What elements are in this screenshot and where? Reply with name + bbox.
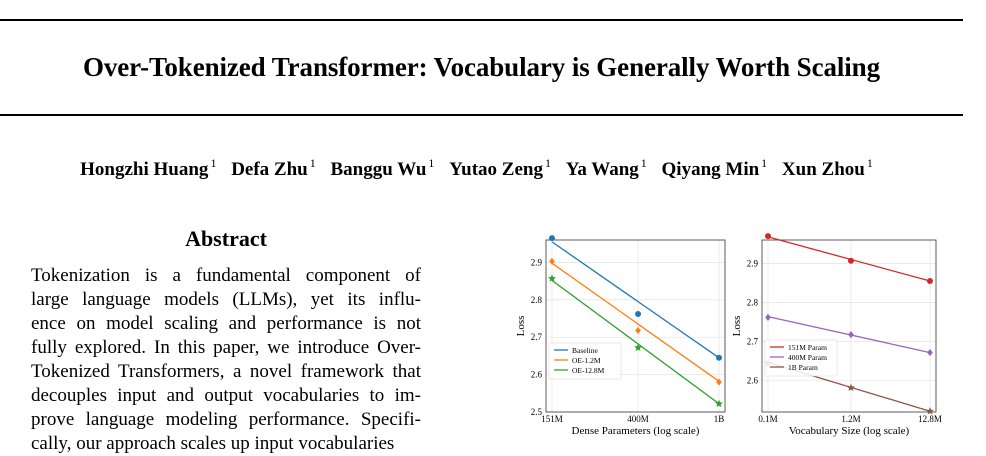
chart-panel-1: 2.5 2.6 2.7 2.8 2.9 151M 400M 1B Dense Parameter… (515, 235, 726, 437)
series-fit-line (551, 262, 720, 382)
abstract-line: decouples input and output vocabularies … (31, 385, 421, 406)
legend-label: Baseline (572, 346, 598, 355)
legend-label: 1B Param (788, 363, 818, 372)
x-tick-label: 12.8M (918, 414, 942, 424)
data-point (635, 311, 642, 318)
abstract-body: Tokenization is a fundamental component … (31, 264, 421, 456)
data-point (927, 348, 933, 357)
author-name: Ya Wang (565, 159, 639, 180)
y-axis-label: Loss (515, 316, 527, 337)
y-tick-label: 2.6 (531, 370, 543, 380)
y-tick-label: 2.5 (531, 407, 543, 417)
author: Banggu Wu 1 (330, 156, 435, 181)
author-name: Yutao Zeng (449, 159, 543, 180)
series-1 (765, 233, 933, 285)
abstract-heading: Abstract (185, 226, 267, 251)
data-point (765, 233, 771, 240)
data-point (765, 313, 771, 321)
affiliation-mark: 1 (210, 156, 217, 170)
title-bottom-rule (0, 114, 963, 116)
legend-label: 400M Param (788, 353, 827, 362)
data-point (549, 235, 555, 242)
abstract-line: cally, our approach scales up input voca… (31, 433, 395, 454)
author: Ya Wang 1 (565, 156, 647, 181)
legend-box (764, 339, 838, 377)
abstract-line: Tokenization is a fundamental component … (31, 265, 421, 286)
y-tick-label: 2.7 (747, 337, 759, 347)
y-tick-label: 2.9 (747, 258, 759, 268)
chart-panel-2: 2.6 2.7 2.8 2.9 0.1M 1.2M 12.8M Vocabulary Size… (731, 233, 942, 437)
author: Xun Zhou 1 (781, 156, 873, 181)
y-tick-label: 2.8 (531, 295, 543, 305)
series-fit-line (551, 279, 720, 405)
affiliation-mark: 1 (309, 156, 316, 170)
author-name: Defa Zhu (231, 159, 308, 180)
author: Defa Zhu 1 (231, 156, 316, 181)
y-tick-label: 2.7 (531, 332, 543, 342)
abstract-line: fully explored. In this paper, we introd… (31, 337, 421, 358)
affiliation-mark: 1 (866, 156, 873, 170)
x-tick-label: 0.1M (758, 414, 777, 424)
series-1 (549, 235, 722, 361)
abstract-line: ence on model scaling and performance is… (31, 313, 421, 334)
paper-title: Over-Tokenized Transformer: Vocabulary i… (83, 52, 880, 82)
affiliation-mark: 1 (640, 156, 647, 170)
series-3 (548, 274, 723, 408)
author-name: Hongzhi Huang (80, 159, 209, 180)
data-point (848, 331, 854, 339)
y-tick-label: 2.9 (531, 257, 543, 267)
series-fit-line (551, 241, 720, 359)
data-point (847, 257, 854, 264)
plot-frame (761, 239, 937, 413)
abstract-line: prove language modeling performance. Spe… (31, 409, 421, 430)
legend-label: OE-1.2M (572, 356, 601, 365)
x-tick-label: 151M (541, 414, 563, 424)
x-tick-label: 1.2M (841, 414, 860, 424)
affiliation-mark: 1 (544, 156, 551, 170)
author: Hongzhi Huang 1 (80, 156, 217, 181)
top-rule (0, 19, 963, 21)
data-point (634, 343, 643, 352)
x-tick-label: 1B (714, 414, 725, 424)
data-point (927, 278, 933, 285)
author-name: Qiyang Min (661, 159, 760, 180)
data-point (846, 383, 855, 392)
y-axis-label: Loss (731, 316, 743, 337)
legend-label: OE-12.8M (572, 366, 605, 375)
data-point (548, 274, 556, 282)
x-axis-label: Dense Parameters (log scale) (572, 425, 700, 437)
abstract-line: Tokenized Transformers, a novel framewor… (31, 361, 421, 382)
legend-label: 151M Param (788, 343, 827, 352)
x-axis-label: Vocabulary Size (log scale) (789, 425, 910, 437)
scaling-figure: 2.5 2.6 2.7 2.8 2.9 151M 400M 1B Dense Parameter… (515, 233, 942, 437)
data-point (926, 407, 934, 415)
author-name: Banggu Wu (330, 159, 427, 180)
y-tick-label: 2.8 (747, 298, 759, 308)
y-tick-label: 2.6 (747, 376, 759, 386)
author-name: Xun Zhou (781, 159, 865, 180)
plot-frame (545, 239, 726, 413)
abstract-line: large language models (LLMs), yet its in… (31, 289, 421, 310)
author-list: Hongzhi Huang 1 Defa Zhu 1 Banggu Wu 1 Yuta… (0, 156, 953, 181)
author: Yutao Zeng 1 (449, 156, 551, 181)
affiliation-mark: 1 (428, 156, 435, 170)
data-point (635, 326, 641, 335)
affiliation-mark: 1 (761, 156, 768, 170)
legend-box (548, 342, 622, 380)
author: Qiyang Min 1 (661, 156, 768, 181)
x-tick-label: 400M (627, 414, 649, 424)
data-point (715, 399, 723, 408)
data-point (716, 354, 722, 361)
